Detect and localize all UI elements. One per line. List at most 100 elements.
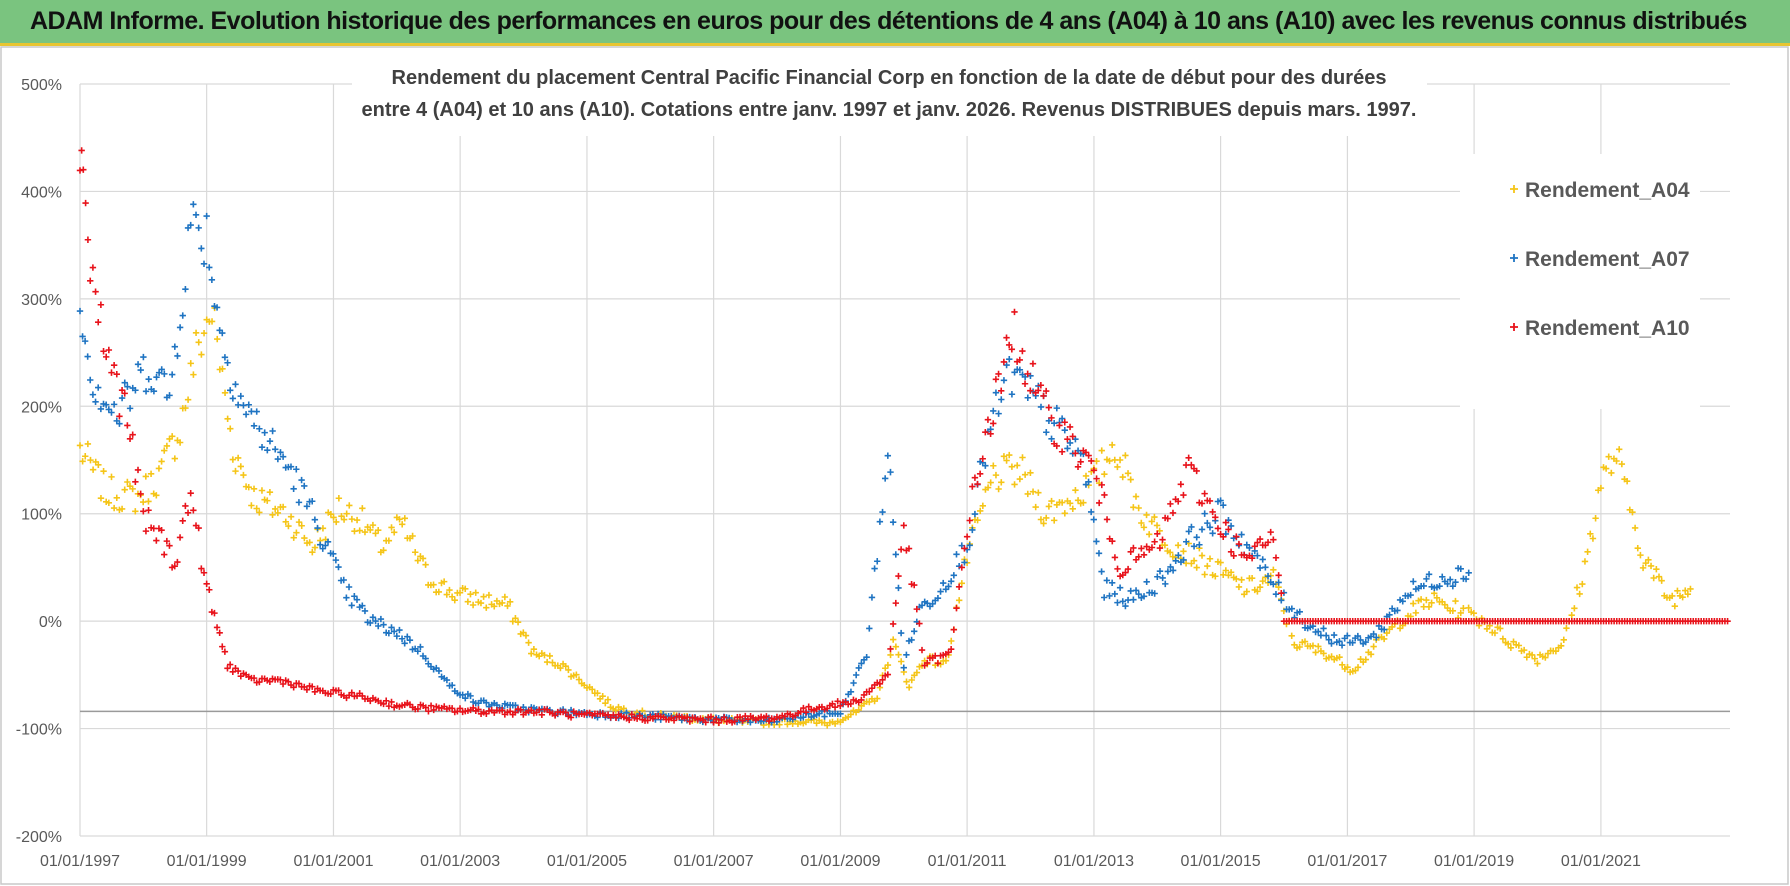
data-point: [1436, 582, 1443, 590]
data-point: [380, 547, 387, 554]
data-point: [913, 605, 920, 613]
data-point: [1198, 552, 1206, 559]
data-point: [200, 330, 208, 337]
data-point: [335, 495, 343, 502]
data-point: [132, 508, 139, 515]
data-point: [1637, 551, 1644, 559]
data-point: [134, 361, 142, 368]
data-point: [1352, 667, 1359, 674]
data-point: [1053, 404, 1061, 412]
data-point: [1645, 556, 1652, 564]
data-point: [976, 470, 984, 478]
data-point: [908, 636, 915, 644]
data-point: [309, 549, 316, 556]
data-point: [311, 516, 319, 523]
data-point: [158, 366, 165, 373]
data-point: [1254, 539, 1261, 546]
data-point: [150, 387, 158, 395]
data-point: [1198, 500, 1206, 507]
data-point: [161, 447, 168, 454]
data-point: [279, 453, 287, 460]
data-point: [1362, 638, 1369, 646]
data-point: [625, 716, 633, 724]
data-point: [388, 624, 395, 631]
data-point: [419, 555, 427, 562]
data-point: [546, 652, 554, 660]
data-point: [1161, 541, 1169, 549]
data-point: [1338, 661, 1346, 669]
data-point: [1679, 593, 1686, 601]
data-point: [1183, 538, 1190, 545]
data-point: [158, 458, 165, 465]
data-point: [1684, 590, 1692, 598]
data-point: [198, 565, 205, 572]
data-point: [879, 676, 886, 684]
data-point: [192, 211, 200, 219]
data-point: [472, 589, 479, 596]
data-point: [498, 599, 506, 607]
data-point: [961, 545, 968, 552]
data-point: [118, 394, 126, 402]
data-point: [979, 455, 986, 462]
data-point: [979, 502, 987, 510]
data-point: [89, 264, 97, 271]
data-point: [229, 395, 237, 402]
data-point: [1288, 632, 1295, 640]
data-point: [1130, 544, 1137, 552]
data-point: [1037, 403, 1045, 411]
data-point: [166, 542, 173, 549]
data-point: [1169, 509, 1177, 517]
data-point: [1634, 544, 1641, 552]
data-point: [1349, 639, 1356, 646]
data-point: [1325, 636, 1333, 643]
data-point: [480, 593, 487, 600]
data-point: [1082, 472, 1090, 480]
data-point: [897, 658, 905, 665]
data-point: [369, 614, 377, 621]
data-point: [1235, 583, 1243, 591]
data-point: [1124, 565, 1132, 573]
data-point: [1642, 559, 1649, 567]
data-point: [338, 512, 345, 520]
data-point: [208, 318, 216, 325]
data-point: [1019, 347, 1026, 355]
data-point: [1227, 569, 1235, 576]
data-point: [1048, 414, 1055, 422]
data-point: [1262, 564, 1269, 571]
data-point: [97, 405, 105, 413]
data-point: [1053, 442, 1060, 450]
data-point: [852, 671, 860, 679]
data-point: [599, 693, 606, 700]
legend-item-Rendement_A07: Rendement_A07: [1510, 248, 1690, 271]
data-point: [670, 717, 678, 724]
data-point: [348, 689, 355, 696]
data-point: [1148, 518, 1155, 525]
data-point: [1204, 519, 1211, 527]
data-point: [367, 526, 374, 534]
data-point: [1066, 439, 1074, 447]
data-point: [1270, 566, 1277, 574]
data-point: [208, 276, 216, 283]
data-point: [562, 709, 569, 716]
data-point: [483, 699, 490, 706]
data-point: [1499, 635, 1507, 642]
data-point: [100, 348, 107, 355]
data-point: [514, 618, 522, 626]
data-point: [955, 583, 963, 590]
data-point: [168, 371, 176, 378]
data-point: [435, 588, 443, 596]
data-point: [100, 467, 107, 475]
data-point: [1222, 519, 1230, 526]
data-point: [1354, 664, 1362, 671]
data-point: [153, 492, 160, 499]
data-point: [1145, 531, 1153, 538]
data-point: [971, 474, 979, 481]
data-point: [1201, 571, 1208, 578]
data-point: [821, 713, 828, 720]
data-point: [1370, 643, 1377, 650]
data-point: [97, 301, 105, 308]
data-point: [256, 678, 263, 686]
y-axis-ticks: 500% 400% 300% 200% 100% 0% -100% -200%: [16, 77, 62, 846]
data-point: [947, 646, 955, 653]
data-point: [361, 607, 369, 615]
